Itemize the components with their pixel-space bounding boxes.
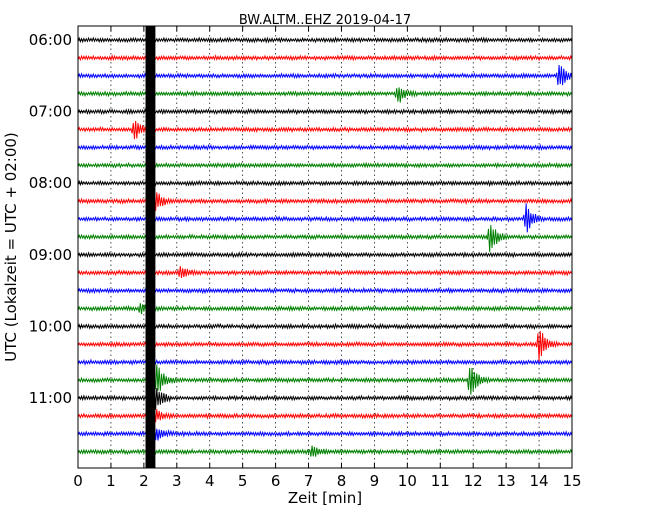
trace-line xyxy=(77,331,573,362)
y-tick-label: 11:00 xyxy=(29,389,72,407)
trace-line xyxy=(77,225,573,252)
x-tick-label: 10 xyxy=(398,472,417,490)
x-tick-label: 14 xyxy=(530,472,549,490)
y-tick-label: 07:00 xyxy=(29,103,72,121)
trace-line xyxy=(77,120,573,140)
trace-line xyxy=(77,251,573,259)
trace-line xyxy=(77,53,573,62)
x-tick-label: 15 xyxy=(562,472,581,490)
saturated-event-band xyxy=(145,26,156,468)
x-tick-label: 5 xyxy=(238,472,248,490)
y-tick-label: 06:00 xyxy=(29,31,72,49)
y-axis-label: UTC (Lokalzeit = UTC + 02:00) xyxy=(2,132,20,362)
plot-frame xyxy=(77,25,573,469)
trace-line xyxy=(77,87,573,103)
x-axis-label: Zeit [min] xyxy=(288,489,362,507)
trace-line xyxy=(77,369,573,430)
trace-line xyxy=(77,266,573,278)
trace-line xyxy=(77,303,573,315)
x-axis-ticks: 0 1 2 3 4 5 6 7 8 9 10 11 12 13 14 15 xyxy=(73,26,582,490)
y-tick-label: 10:00 xyxy=(29,317,72,335)
x-tick-label: 1 xyxy=(106,472,116,490)
trace-line xyxy=(77,36,573,44)
x-tick-label: 6 xyxy=(271,472,281,490)
x-tick-label: 3 xyxy=(172,472,182,490)
x-tick-label: 11 xyxy=(431,472,450,490)
trace-line xyxy=(77,286,573,295)
trace-line xyxy=(77,364,573,395)
x-tick-label: 8 xyxy=(337,472,347,490)
x-tick-label: 0 xyxy=(73,472,83,490)
x-tick-label: 4 xyxy=(205,472,215,490)
y-tick-label: 08:00 xyxy=(29,174,72,192)
vertical-grid xyxy=(110,26,540,468)
trace-line xyxy=(77,203,573,233)
trace-line xyxy=(77,407,573,423)
saturated-event-line xyxy=(147,26,151,468)
x-tick-label: 12 xyxy=(464,472,483,490)
x-tick-label: 7 xyxy=(304,472,314,490)
y-axis-ticks: 06:00 07:00 08:00 09:00 10:00 11:00 xyxy=(29,31,572,407)
x-tick-label: 13 xyxy=(497,472,516,490)
trace-line xyxy=(77,445,573,457)
x-tick-label: 2 xyxy=(139,472,149,490)
trace-line xyxy=(77,161,573,169)
trace-line xyxy=(77,358,573,366)
trace-line xyxy=(77,65,573,86)
chart-title: BW.ALTM..EHZ 2019-04-17 xyxy=(239,13,411,28)
trace-line xyxy=(77,180,573,218)
trace-line xyxy=(77,107,573,116)
trace-line xyxy=(77,143,573,152)
trace-line xyxy=(77,322,573,331)
y-tick-label: 09:00 xyxy=(29,246,72,264)
seismic-traces xyxy=(77,26,573,468)
trace-line xyxy=(77,424,573,441)
x-tick-label: 9 xyxy=(370,472,380,490)
trace-line xyxy=(77,179,573,188)
